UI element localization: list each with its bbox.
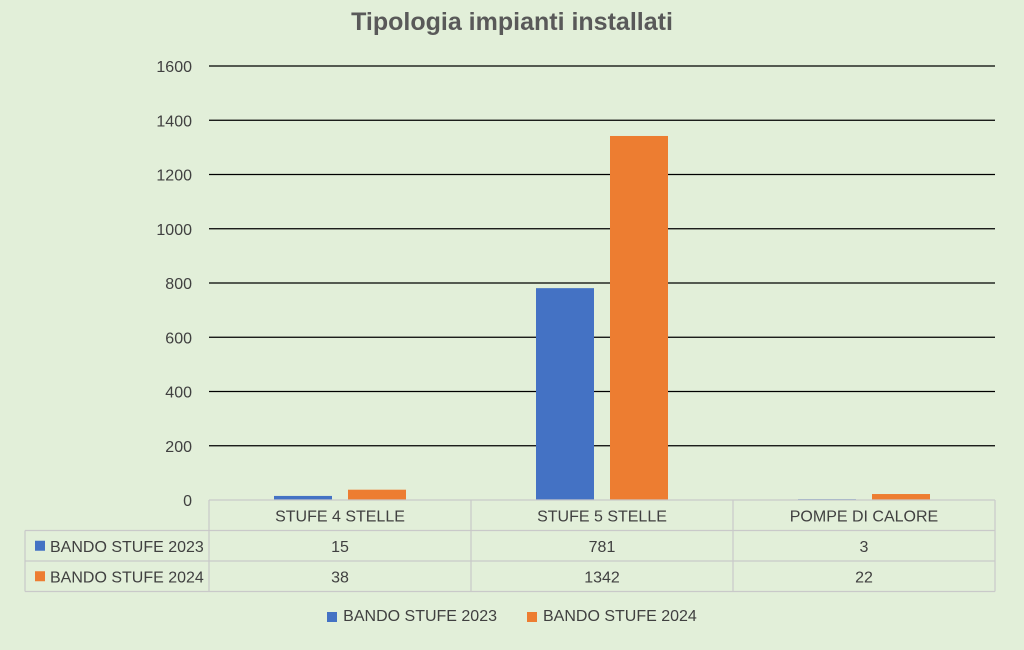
legend-item-2023: BANDO STUFE 2023 [327, 608, 497, 626]
y-tick-label: 200 [165, 439, 192, 456]
legend-item-2024: BANDO STUFE 2024 [527, 608, 697, 626]
legend-label-2024: BANDO STUFE 2024 [543, 608, 697, 625]
chart-title: Tipologia impianti installati [351, 8, 673, 36]
y-tick-label: 800 [165, 276, 192, 293]
bar [274, 495, 332, 500]
table-value: 1342 [584, 569, 620, 586]
y-tick-label: 1200 [156, 168, 192, 185]
bar [872, 494, 930, 500]
bar [610, 135, 668, 501]
bar [536, 288, 594, 500]
category-label: STUFE 4 STELLE [275, 508, 405, 525]
y-tick-label: 1000 [156, 222, 192, 239]
y-tick-label: 1600 [156, 59, 192, 76]
table-value: 781 [589, 539, 616, 556]
y-tick-label: 1400 [156, 113, 192, 130]
bar [348, 489, 406, 500]
table-legend-key [35, 571, 45, 582]
table-legend-key [35, 540, 45, 551]
chart-plot: 0 200 400 600 800 1000 1200 1400 1600 STUFE 4 STE… [24, 59, 996, 593]
table-series-label: BANDO STUFE 2024 [50, 569, 204, 586]
y-tick-label: 600 [165, 330, 192, 347]
y-tick-label: 400 [165, 385, 192, 402]
table-value: 3 [860, 539, 869, 556]
category-label: STUFE 5 STELLE [537, 508, 667, 525]
legend-swatch-2024 [527, 612, 537, 622]
legend-swatch-2023 [327, 612, 338, 622]
table-series-label: BANDO STUFE 2023 [50, 539, 204, 556]
legend-label-2023: BANDO STUFE 2023 [343, 608, 497, 625]
legend: BANDO STUFE 2023 BANDO STUFE 2024 [0, 608, 1024, 626]
category-label: POMPE DI CALORE [790, 508, 938, 525]
table-value: 22 [855, 569, 873, 586]
table-value: 15 [331, 539, 349, 556]
y-tick-label: 0 [183, 493, 192, 510]
table-value: 38 [331, 569, 349, 586]
